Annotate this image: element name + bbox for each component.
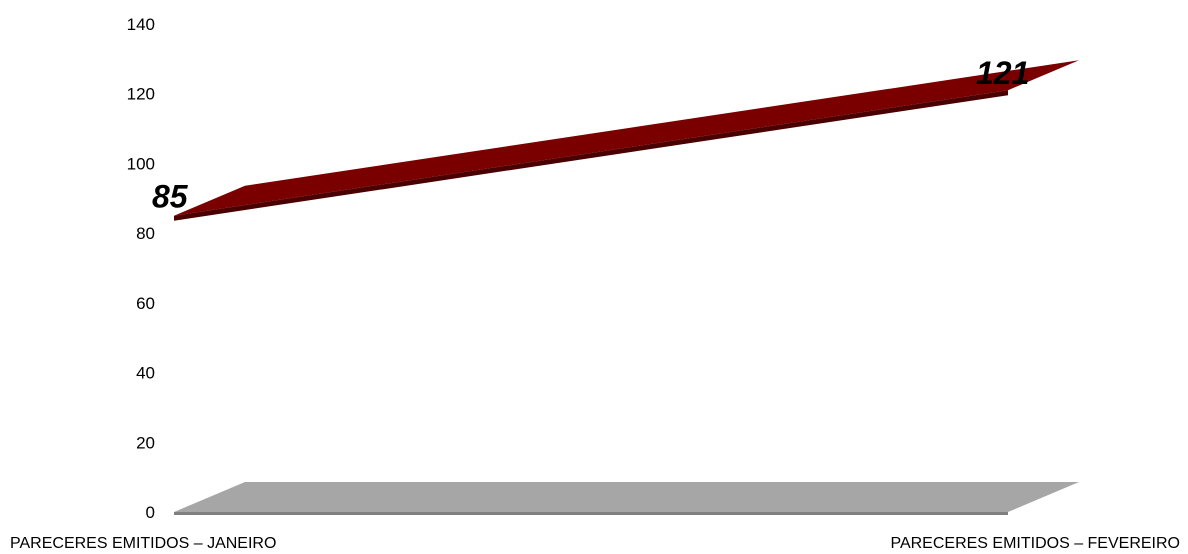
y-tick-label: 60 <box>136 294 155 313</box>
x-category-label: PARECERES EMITIDOS – JANEIRO <box>10 535 276 552</box>
y-tick-label: 120 <box>127 85 155 104</box>
y-tick-label: 40 <box>136 364 155 383</box>
x-axis: PARECERES EMITIDOS – JANEIRO PARECERES E… <box>10 535 1180 552</box>
data-label: 121 <box>976 55 1029 91</box>
chart-floor-top <box>174 482 1079 512</box>
chart-floor-edge <box>174 512 1008 515</box>
chart-floor <box>174 482 1079 515</box>
data-labels: 85 121 <box>152 55 1029 214</box>
y-tick-label: 140 <box>127 15 155 34</box>
y-tick-label: 20 <box>136 433 155 452</box>
series-ribbon-edge <box>174 90 1008 221</box>
series-line <box>174 60 1079 221</box>
x-category-label: PARECERES EMITIDOS – FEVEREIRO <box>890 535 1180 552</box>
y-tick-label: 80 <box>136 224 155 243</box>
y-tick-label: 0 <box>146 503 155 522</box>
y-axis: 0 20 40 60 80 100 120 140 <box>127 15 155 522</box>
series-ribbon-top <box>174 60 1079 216</box>
data-label: 85 <box>152 179 189 215</box>
y-tick-label: 100 <box>127 154 155 173</box>
